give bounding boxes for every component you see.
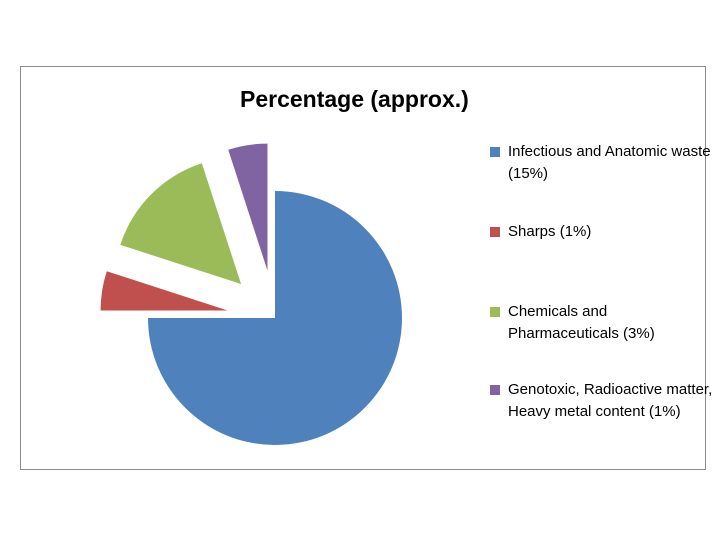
legend-label: Sharps (1%) [508, 223, 592, 240]
legend-swatch [490, 227, 500, 237]
pie-slice [228, 143, 268, 271]
legend-item: Sharps (1%) [490, 221, 720, 243]
pie-slice [120, 163, 242, 285]
legend-item: Genotoxic, Radioactive matter, Heavy met… [490, 379, 720, 423]
legend-item: Chemicals and Pharmaceuticals (3%) [490, 301, 720, 345]
pie-slices [100, 143, 402, 445]
legend-label: Genotoxic, Radioactive matter, Heavy met… [508, 381, 713, 420]
pie-slice [100, 271, 228, 311]
legend-swatch [490, 385, 500, 395]
legend-swatch [490, 307, 500, 317]
chart-title: Percentage (approx.) [240, 86, 469, 112]
legend-swatch [490, 147, 500, 157]
legend-label: Chemicals and Pharmaceuticals (3%) [508, 303, 655, 342]
pie-slice [148, 191, 402, 445]
legend-item: Infectious and Anatomic waste (15%) [490, 141, 720, 185]
legend-label: Infectious and Anatomic waste (15%) [508, 143, 711, 182]
